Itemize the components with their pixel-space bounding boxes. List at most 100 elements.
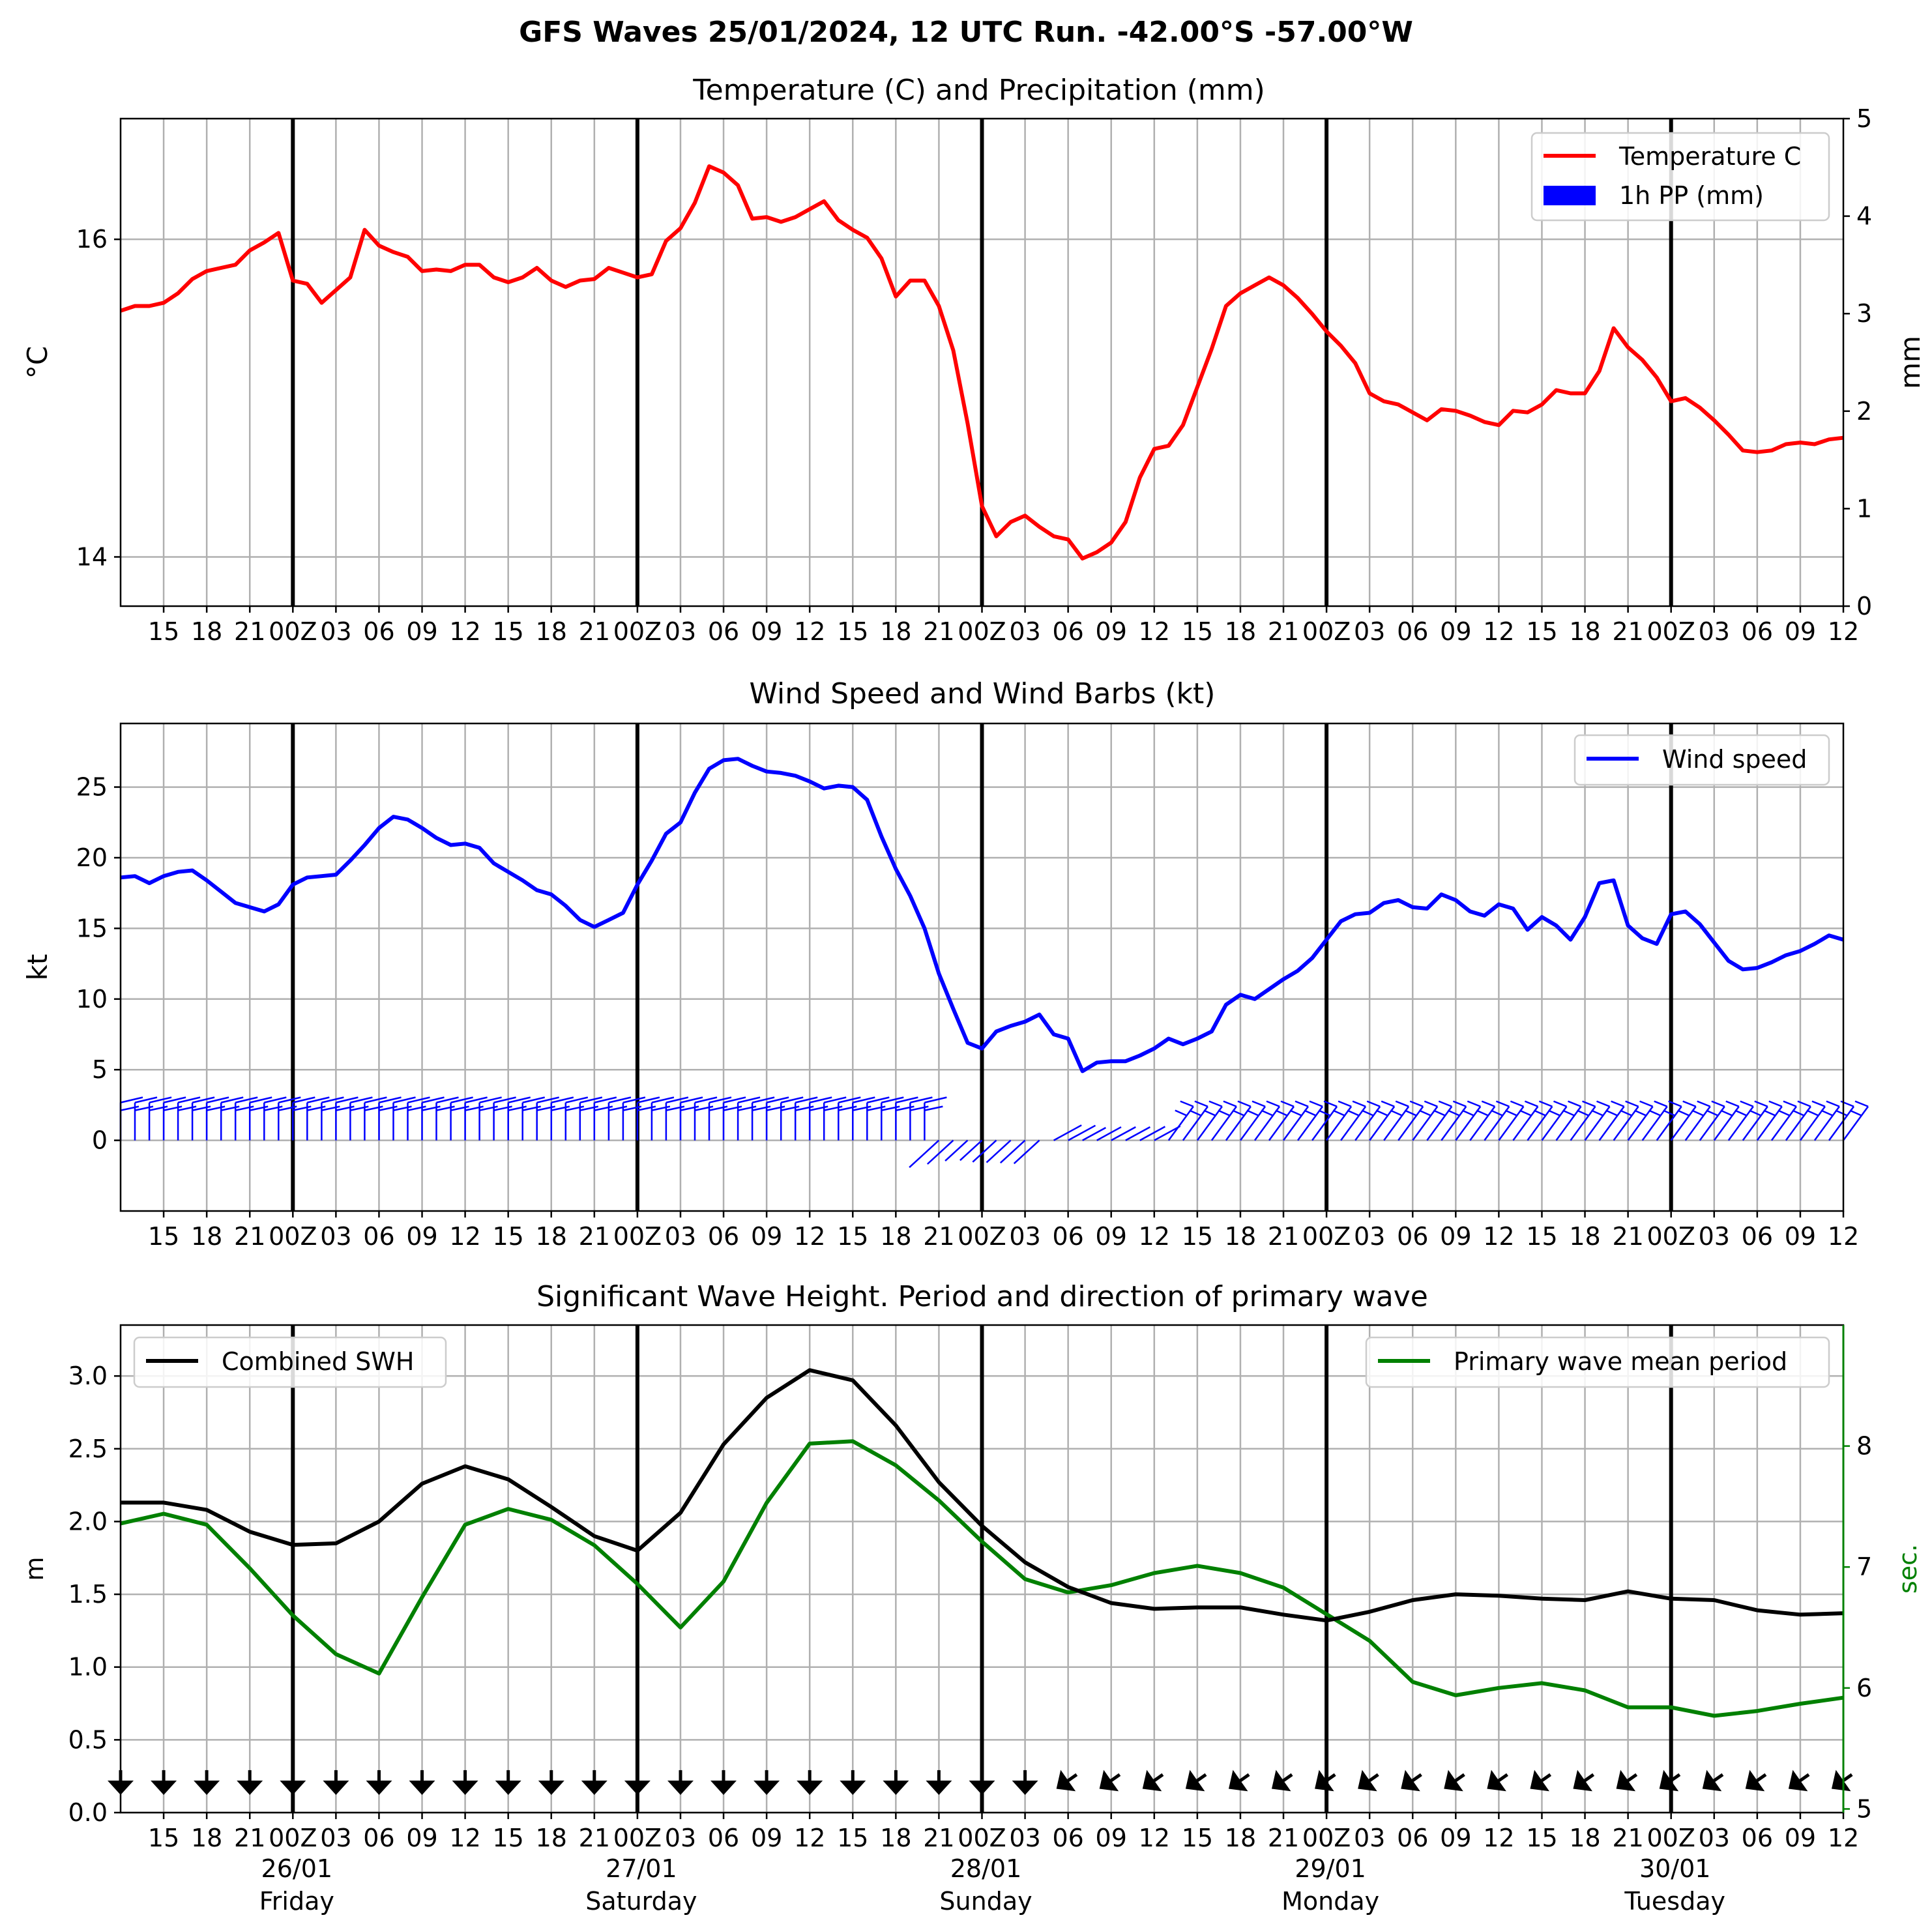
legend-wind-label: Wind speed <box>1662 745 1807 774</box>
wind-barb <box>909 1139 940 1169</box>
y-tick-label: 16 <box>76 225 108 254</box>
wind-barb <box>292 1096 315 1141</box>
x-tick-label: 00Z <box>958 1222 1006 1251</box>
x-tick-label: 15 <box>1526 1824 1557 1852</box>
x-tick-label: 12 <box>1828 617 1859 646</box>
wind-barb <box>924 1096 947 1141</box>
x-tick-label: 00Z <box>269 617 317 646</box>
wind-barb <box>1699 1100 1725 1141</box>
wind-barb <box>651 1096 675 1141</box>
temperature-precip-panel: Temperature (C) and Precipitation (mm) 1… <box>22 74 1926 646</box>
wind-barb <box>909 1096 933 1141</box>
x-tick-label: 15 <box>1526 617 1557 646</box>
x-tick-label: 21 <box>923 617 954 646</box>
x-tick-label: 12 <box>794 1222 825 1251</box>
y-tick-label: 1.5 <box>68 1580 108 1609</box>
x-tick-label: 00Z <box>958 1824 1006 1852</box>
panel3-legend-right: Primary wave mean period <box>1365 1336 1830 1388</box>
wind-barb <box>162 1096 186 1141</box>
wind-barb <box>1426 1100 1453 1141</box>
wind-barb <box>1613 1100 1639 1141</box>
wind-barb <box>944 1139 969 1162</box>
x-tick-label: 09 <box>751 617 782 646</box>
y-right-tick-label: 5 <box>1856 104 1872 133</box>
period-line <box>120 1439 1844 1718</box>
wind-barb <box>507 1096 531 1141</box>
x-tick-label: 18 <box>1569 1222 1600 1251</box>
wind-barb <box>622 1096 646 1141</box>
wind-barb <box>1813 1100 1840 1141</box>
wave-direction-arrow <box>797 1770 823 1795</box>
x-tick-label: 03 <box>1699 617 1730 646</box>
x-tick-label: 09 <box>751 1824 782 1852</box>
y-right-tick-label: 0 <box>1856 592 1872 620</box>
x-tick-label: 12 <box>449 617 480 646</box>
temperature-line <box>120 164 1844 561</box>
x-tick-label: 06 <box>708 617 739 646</box>
x-tick-label: 18 <box>880 1824 911 1852</box>
wind-barb <box>866 1096 890 1141</box>
wind-barb <box>579 1096 603 1141</box>
x-tick-label: 09 <box>406 1222 437 1251</box>
x-tick-label: 09 <box>1785 1824 1816 1852</box>
x-tick-label: 15 <box>837 1824 868 1852</box>
legend-temperature-label: Temperature C <box>1618 142 1801 171</box>
wind-barb <box>421 1096 445 1141</box>
wind-barb <box>1383 1100 1410 1141</box>
x-tick-label: 21 <box>1268 617 1299 646</box>
x-tick-label: 03 <box>665 1824 696 1852</box>
x-tick-label: 00Z <box>1302 1824 1351 1852</box>
panel1-legend: Temperature C 1h PP (mm) <box>1530 132 1830 222</box>
day-weekday-label: Friday <box>259 1887 334 1916</box>
x-tick-label: 06 <box>363 617 394 646</box>
wind-barb <box>564 1096 589 1141</box>
wind-barb <box>450 1096 473 1141</box>
x-tick-label: 15 <box>1526 1222 1557 1251</box>
wind-barb <box>794 1096 818 1141</box>
wind-barb <box>234 1096 258 1141</box>
x-tick-label: 00Z <box>1647 1824 1695 1852</box>
wave-direction-arrow <box>495 1770 521 1795</box>
wind-barb <box>1656 1100 1682 1141</box>
wind-barb <box>392 1096 416 1141</box>
wave-direction-arrow <box>323 1770 349 1795</box>
y-tick-label: 2.5 <box>68 1435 108 1463</box>
wind-barb <box>838 1096 861 1141</box>
y-tick-label: 5 <box>92 1055 108 1084</box>
wind-barb <box>959 1139 983 1161</box>
panel3-ylabel: m <box>20 1556 49 1581</box>
wind-barb <box>1785 1100 1811 1141</box>
x-tick-label: 00Z <box>958 617 1006 646</box>
x-tick-label: 21 <box>234 1824 265 1852</box>
wave-direction-arrow <box>624 1770 651 1795</box>
x-tick-label: 06 <box>1052 1824 1083 1852</box>
x-tick-label: 09 <box>1440 617 1471 646</box>
wind-barb <box>521 1096 545 1141</box>
wind-barb <box>751 1096 775 1141</box>
wind-barb <box>1770 1100 1797 1141</box>
x-tick-label: 06 <box>1052 1222 1083 1251</box>
wind-barb <box>852 1096 875 1141</box>
x-tick-label: 15 <box>1182 1824 1213 1852</box>
wave-direction-arrow <box>1831 1770 1853 1792</box>
x-tick-label: 12 <box>1483 1824 1514 1852</box>
wind-barb <box>737 1096 761 1141</box>
x-tick-label: 21 <box>1268 1222 1299 1251</box>
y-tick-label: 14 <box>76 542 108 571</box>
y-tick-label: 0.5 <box>68 1725 108 1754</box>
x-tick-label: 00Z <box>1647 617 1695 646</box>
wave-direction-arrow <box>1444 1770 1465 1792</box>
wind-barb <box>972 1139 997 1163</box>
x-tick-label: 00Z <box>613 1824 662 1852</box>
figure-suptitle: GFS Waves 25/01/2024, 12 UTC Run. -42.00… <box>519 16 1413 49</box>
x-tick-label: 03 <box>320 1824 351 1852</box>
wind-barb <box>1296 1100 1324 1141</box>
wind-barbs <box>119 1096 1869 1169</box>
wave-direction-arrow <box>754 1770 780 1795</box>
x-tick-label: 15 <box>148 617 179 646</box>
wave-direction-arrow <box>1185 1770 1207 1792</box>
swh-line <box>121 1368 1844 1623</box>
x-tick-label: 18 <box>1569 1824 1600 1852</box>
wind-barb <box>1013 1139 1040 1165</box>
